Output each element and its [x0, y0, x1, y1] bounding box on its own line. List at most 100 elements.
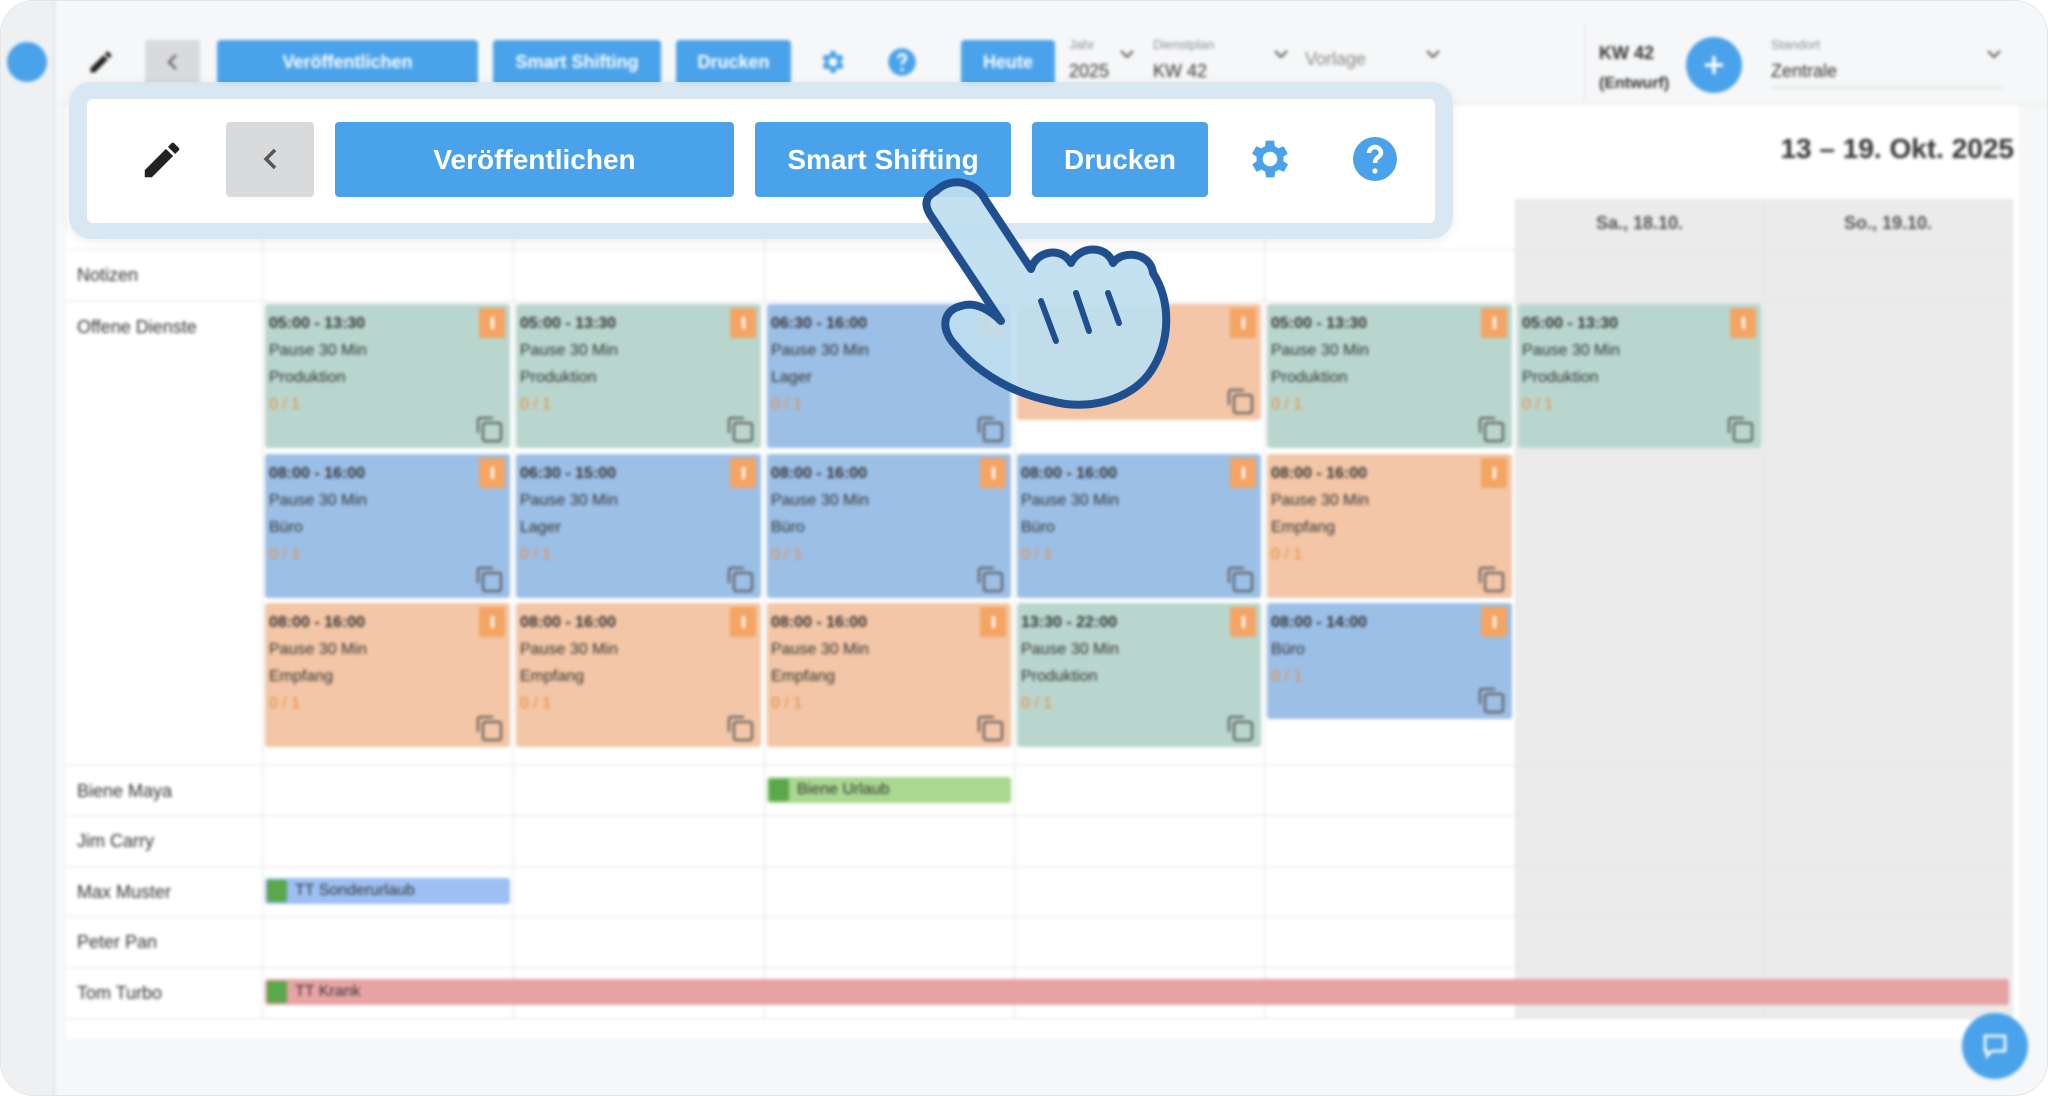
shift-card[interactable]: 08:00 - 14:00 Büro 0 / 1: [1267, 603, 1512, 719]
row-label: Jim Carry: [77, 831, 154, 851]
column-line: [513, 199, 514, 1018]
copy-icon[interactable]: [978, 567, 1003, 592]
shift-card[interactable]: 08:00 - 16:00 Pause 30 Min Empfang 0 / 1: [516, 603, 761, 747]
plan-value[interactable]: KW 42: [1153, 61, 1208, 81]
shift-card[interactable]: 05:00 - 13:30 Pause 30 Min Produktion 0 / 1: [1518, 304, 1761, 448]
help-icon[interactable]: [887, 47, 917, 77]
shift-area: Büro: [1021, 519, 1055, 536]
copy-icon[interactable]: [978, 716, 1003, 741]
shift-staffing: 0 / 1: [269, 396, 301, 413]
warning-flag: [1230, 607, 1256, 637]
template-select[interactable]: Vorlage: [1305, 49, 1367, 69]
copy-icon[interactable]: [477, 417, 502, 442]
shift-pause: Pause 30 Min: [1021, 641, 1119, 658]
shift-time: 06:30 - 15:00: [520, 465, 617, 482]
edit-icon[interactable]: [87, 48, 115, 76]
warning-flag: [1481, 458, 1507, 488]
location-value[interactable]: Zentrale: [1771, 61, 1838, 81]
shift-card[interactable]: 08:00 - 16:00 Pause 30 Min Büro 0 / 1: [767, 454, 1011, 598]
shift-area: Produktion: [1271, 369, 1348, 386]
copy-icon[interactable]: [728, 716, 753, 741]
row-line: [66, 1018, 2012, 1019]
back-button[interactable]: [145, 40, 200, 85]
day-header: Sa., 18.10.: [1595, 213, 1684, 233]
help-icon[interactable]: [1351, 135, 1399, 183]
shift-time: 08:00 - 16:00: [269, 465, 366, 482]
row-label: Peter Pan: [77, 932, 158, 952]
shift-card[interactable]: 08:00 - 16:00 Pause 30 Min Empfang 0 / 1: [767, 603, 1011, 747]
copy-icon[interactable]: [728, 567, 753, 592]
warning-flag: [479, 458, 505, 488]
shift-area: Produktion: [520, 369, 597, 386]
settings-icon[interactable]: [1245, 134, 1295, 184]
copy-icon[interactable]: [1479, 688, 1504, 713]
copy-icon[interactable]: [1228, 567, 1253, 592]
shift-card[interactable]: 06:30 - 15:00 Pause 30 Min Lager 0 / 1: [516, 454, 761, 598]
warning-flag: [1481, 308, 1507, 338]
copy-icon[interactable]: [1479, 417, 1504, 442]
shift-card[interactable]: 05:00 - 13:30 Pause 30 Min Produktion 0 / 1: [1267, 304, 1512, 448]
row-label: Biene Maya: [77, 781, 173, 801]
row-line: [66, 866, 2012, 867]
edit-icon[interactable]: [139, 137, 185, 183]
shift-card[interactable]: 05:00 - 13:30 Pause 30 Min Produktion 0 / 1: [265, 304, 510, 448]
shift-staffing: 0 / 1: [1271, 396, 1303, 413]
shift-staffing: 0 / 1: [520, 695, 552, 712]
shift-card[interactable]: 08:00 - 16:00 Pause 30 Min Empfang 0 / 1: [1267, 454, 1512, 598]
warning-flag: [730, 308, 756, 338]
location-label: Standort: [1771, 37, 1821, 52]
shift-staffing: 0 / 1: [771, 396, 803, 413]
column-line: [2012, 199, 2013, 1018]
today-button[interactable]: Heute: [961, 40, 1055, 85]
row-label: Tom Turbo: [77, 983, 163, 1003]
shift-time: 05:00 - 13:30: [1271, 315, 1368, 332]
shift-pause: Pause 30 Min: [520, 492, 618, 509]
year-value[interactable]: 2025: [1069, 61, 1110, 81]
shift-area: Empfang: [520, 668, 585, 685]
chat-button[interactable]: [1962, 1013, 2028, 1079]
settings-icon[interactable]: [818, 47, 848, 77]
shift-card[interactable]: 13:30 - 22:00 Pause 30 Min Produktion 0 / 1: [1017, 603, 1261, 747]
copy-icon[interactable]: [1728, 417, 1753, 442]
absence-bar[interactable]: TT Sonderurlaub: [265, 878, 510, 904]
copy-icon[interactable]: [728, 417, 753, 442]
print-button[interactable]: Drucken: [1032, 122, 1208, 197]
copy-icon[interactable]: [1479, 567, 1504, 592]
column-line: [764, 199, 765, 1018]
shift-card[interactable]: 08:00 - 16:00 Pause 30 Min Büro 0 / 1: [265, 454, 510, 598]
shift-pause: Pause 30 Min: [1021, 492, 1119, 509]
smart-shifting-button[interactable]: Smart Shifting: [493, 40, 661, 85]
caret: [1426, 50, 1440, 59]
row-line: [66, 815, 2012, 816]
shift-pause: Pause 30 Min: [1522, 342, 1620, 359]
shift-card[interactable]: 08:00 - 16:00 Pause 30 Min Büro 0 / 1: [1017, 454, 1261, 598]
caret: [1120, 50, 1134, 59]
absence-bar[interactable]: TT Krank: [265, 979, 2009, 1005]
shift-staffing: 0 / 1: [520, 546, 552, 563]
back-icon: [167, 54, 177, 70]
warning-flag: [730, 607, 756, 637]
shift-staffing: 0 / 1: [1271, 546, 1303, 563]
row-line: [66, 765, 2012, 766]
shift-card[interactable]: 08:00 - 16:00 Pause 30 Min Empfang 0 / 1: [265, 603, 510, 747]
shift-card[interactable]: 05:00 - 13:30 Pause 30 Min Produktion 0 / 1: [516, 304, 761, 448]
shift-area: Büro: [1271, 641, 1305, 658]
row-label: Offene Dienste: [77, 317, 197, 337]
shift-time: 06:30 - 16:00: [771, 315, 868, 332]
publish-button[interactable]: Veröffentlichen: [335, 122, 734, 197]
row-label: Notizen: [77, 265, 139, 285]
sidebar: [1, 1, 55, 1095]
copy-icon[interactable]: [1228, 716, 1253, 741]
copy-icon[interactable]: [978, 417, 1003, 442]
shift-staffing: 0 / 1: [1271, 668, 1303, 685]
shift-staffing: 0 / 1: [1522, 396, 1554, 413]
publish-button[interactable]: Veröffentlichen: [217, 40, 478, 85]
copy-icon[interactable]: [477, 716, 502, 741]
copy-icon[interactable]: [1228, 389, 1253, 414]
back-button[interactable]: [226, 122, 314, 197]
absence-bar[interactable]: Biene Urlaub: [767, 777, 1011, 803]
copy-icon[interactable]: [477, 567, 502, 592]
shift-time: 05:00 - 13:30: [520, 315, 617, 332]
sidebar-toggle[interactable]: [7, 42, 47, 82]
print-button[interactable]: Drucken: [676, 40, 791, 85]
